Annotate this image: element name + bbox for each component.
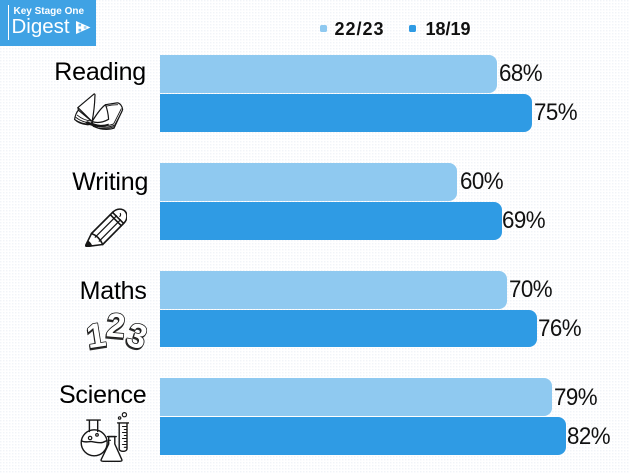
svg-text:3: 3	[122, 315, 147, 350]
svg-text:2: 2	[105, 308, 127, 346]
svg-text:1: 1	[85, 315, 108, 350]
svg-text:2: 2	[104, 308, 126, 347]
